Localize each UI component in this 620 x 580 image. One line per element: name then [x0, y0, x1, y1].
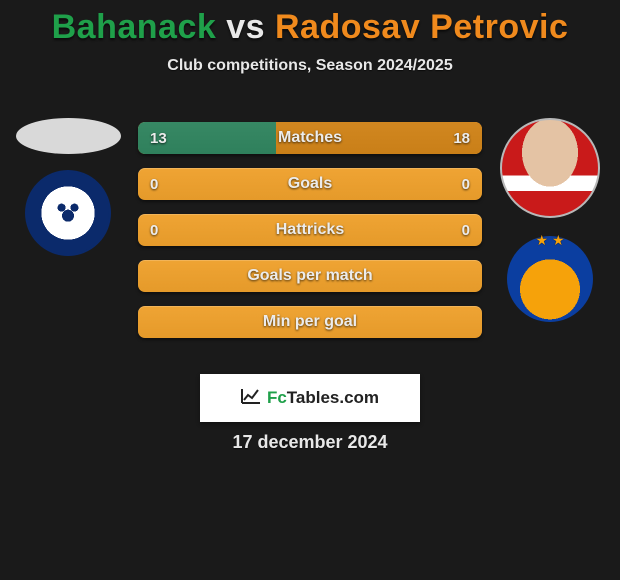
subtitle: Club competitions, Season 2024/2025 — [0, 57, 620, 75]
stat-row: Goals per match — [138, 260, 482, 292]
stat-value-left: 0 — [138, 214, 170, 246]
stat-value-right: 0 — [450, 214, 482, 246]
stat-label: Min per goal — [138, 306, 482, 338]
stat-row: Hattricks0 0 — [138, 214, 482, 246]
brand-footer: FcTables.com — [200, 374, 420, 422]
stat-label: Hattricks — [138, 214, 482, 246]
player2-photo — [500, 118, 600, 218]
title-player1: Bahanack — [52, 8, 217, 46]
stat-value-left: 13 — [138, 122, 179, 154]
stat-value-right: 18 — [441, 122, 482, 154]
player1-silhouette — [16, 118, 121, 154]
stat-label: Matches — [138, 122, 482, 154]
player2-club-badge — [507, 236, 593, 322]
player1-club-badge — [25, 170, 111, 256]
title-player2: Radosav Petrovic — [275, 8, 568, 46]
left-player-column — [8, 118, 128, 256]
brand-suffix: Tables.com — [287, 388, 379, 408]
stat-value-right: 0 — [450, 168, 482, 200]
stat-value-left: 0 — [138, 168, 170, 200]
title-vs: vs — [226, 8, 265, 46]
stat-label: Goals — [138, 168, 482, 200]
stat-label: Goals per match — [138, 260, 482, 292]
stat-row: Goals0 0 — [138, 168, 482, 200]
footer-date: 17 december 2024 — [0, 432, 620, 453]
comparison-bars: Matches1318Goals00Hattricks00Goals per m… — [138, 122, 482, 352]
stat-row: Matches13 18 — [138, 122, 482, 154]
brand-prefix: Fc — [267, 388, 287, 408]
chart-icon — [241, 388, 261, 409]
right-player-column — [490, 118, 610, 322]
stat-row: Min per goal — [138, 306, 482, 338]
page-title: Bahanack vs Radosav Petrovic — [0, 0, 620, 47]
